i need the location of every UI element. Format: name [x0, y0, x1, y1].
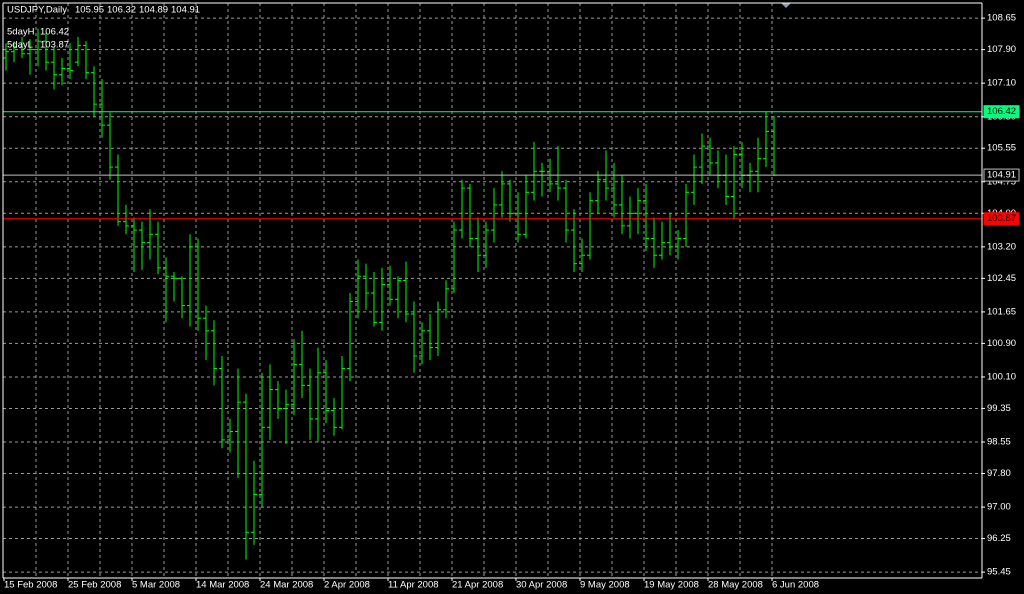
last-price-label: 104.91: [987, 170, 1016, 181]
header-open: 105.95: [75, 5, 104, 16]
x-tick-label: 5 Mar 2008: [132, 580, 180, 591]
indicator-label: 5dayH: [7, 27, 35, 38]
bars: [3, 28, 777, 560]
y-tick-label: 104.75: [987, 176, 1016, 187]
y-tick-label: 101.65: [987, 306, 1016, 317]
x-tick-label: 30 Apr 2008: [516, 580, 567, 591]
y-tick-label: 108.65: [987, 13, 1016, 24]
overlay: 104.91 106.42 103.87: [3, 105, 1020, 226]
annotation-label: 106.42: [987, 106, 1016, 117]
y-tick-label: 99.35: [987, 403, 1011, 414]
indicator-value: 106.42: [40, 27, 69, 38]
y-tick-label: 100.10: [987, 371, 1016, 382]
x-tick-label: 11 Apr 2008: [388, 580, 439, 591]
y-tick-label: 105.55: [987, 143, 1016, 154]
y-tick-label: 96.25: [987, 533, 1011, 544]
x-tick-label: 25 Feb 2008: [68, 580, 121, 591]
y-tick-label: 107.90: [987, 44, 1016, 55]
y-tick-label: 107.10: [987, 78, 1016, 89]
header-low: 104.89: [139, 5, 168, 16]
x-tick-label: 24 Mar 2008: [260, 580, 313, 591]
x-tick-label: 6 Jun 2008: [772, 580, 819, 591]
annotation-label: 103.87: [987, 213, 1016, 224]
symbol-title: USDJPY,Daily: [7, 5, 67, 16]
x-tick-label: 21 Apr 2008: [452, 580, 503, 591]
x-tick-label: 15 Feb 2008: [4, 580, 57, 591]
y-tick-label: 102.45: [987, 273, 1016, 284]
y-tick-label: 95.45: [987, 567, 1011, 578]
annotation-box: [983, 105, 1020, 119]
y-tick-label: 97.80: [987, 468, 1011, 479]
annotation-box: [983, 212, 1020, 226]
last-price-box: [983, 168, 1020, 182]
x-tick-label: 2 Apr 2008: [324, 580, 370, 591]
y-tick-label: 103.20: [987, 241, 1016, 252]
header-high: 106.32: [107, 5, 136, 16]
shift-marker: [781, 3, 791, 8]
x-tick-label: 9 May 2008: [580, 580, 630, 591]
x-tick-label: 19 May 2008: [644, 580, 699, 591]
y-tick-label: 97.00: [987, 502, 1011, 513]
header-close: 104.91: [171, 5, 200, 16]
y-tick-label: 100.90: [987, 338, 1016, 349]
x-tick-label: 14 Mar 2008: [196, 580, 249, 591]
y-tick-label: 98.55: [987, 437, 1011, 448]
indicator-label: 5dayL: [7, 40, 33, 51]
indicator-value: 103.87: [40, 40, 69, 51]
x-tick-label: 28 May 2008: [708, 580, 763, 591]
